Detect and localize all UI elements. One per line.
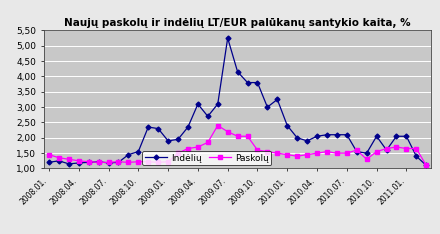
Indėlių <box>225 37 230 40</box>
Paskolų <box>354 149 359 151</box>
Paskolų <box>86 160 92 163</box>
Paskolų <box>265 150 270 153</box>
Indėlių <box>394 135 399 138</box>
Paskolų <box>225 130 230 133</box>
Paskolų <box>96 161 101 164</box>
Paskolų <box>344 152 349 154</box>
Paskolų <box>136 160 141 163</box>
Indėlių <box>215 103 220 106</box>
Paskolų <box>334 152 340 154</box>
Legend: Indėlių, Paskolų: Indėlių, Paskolų <box>142 151 271 165</box>
Paskolų <box>215 124 220 127</box>
Indėlių <box>96 160 101 163</box>
Paskolų <box>404 147 409 150</box>
Paskolų <box>205 141 210 144</box>
Paskolų <box>185 147 191 150</box>
Indėlių <box>165 139 171 142</box>
Indėlių <box>136 150 141 153</box>
Line: Paskolų: Paskolų <box>47 124 428 167</box>
Paskolų <box>384 147 389 150</box>
Indėlių <box>294 136 300 139</box>
Indėlių <box>66 162 71 165</box>
Indėlių <box>46 161 51 164</box>
Indėlių <box>275 98 280 101</box>
Paskolų <box>285 153 290 156</box>
Paskolų <box>294 155 300 158</box>
Paskolų <box>315 152 320 154</box>
Paskolų <box>195 146 201 148</box>
Indėlių <box>116 161 121 164</box>
Paskolų <box>56 156 62 159</box>
Paskolų <box>364 158 369 161</box>
Paskolų <box>324 150 330 153</box>
Paskolų <box>394 146 399 148</box>
Indėlių <box>56 159 62 162</box>
Indėlių <box>324 133 330 136</box>
Indėlių <box>205 115 210 118</box>
Indėlių <box>315 135 320 138</box>
Paskolų <box>126 161 131 164</box>
Indėlių <box>255 81 260 84</box>
Indėlių <box>245 81 250 84</box>
Indėlių <box>354 150 359 153</box>
Paskolų <box>66 158 71 161</box>
Line: Indėlių: Indėlių <box>47 36 428 167</box>
Paskolų <box>76 159 81 162</box>
Paskolų <box>414 147 419 150</box>
Title: Naujų paskolų ir indėlių LT/EUR palūkanų santykio kaita, %: Naujų paskolų ir indėlių LT/EUR palūkanų… <box>64 18 411 28</box>
Indėlių <box>146 126 151 128</box>
Paskolų <box>245 135 250 138</box>
Paskolų <box>116 160 121 163</box>
Paskolų <box>424 164 429 167</box>
Indėlių <box>126 153 131 156</box>
Paskolų <box>235 135 240 138</box>
Indėlių <box>235 70 240 73</box>
Indėlių <box>76 161 81 164</box>
Indėlių <box>384 149 389 151</box>
Paskolų <box>304 153 310 156</box>
Indėlių <box>106 161 111 164</box>
Indėlių <box>304 139 310 142</box>
Paskolų <box>155 161 161 164</box>
Indėlių <box>424 164 429 167</box>
Indėlių <box>185 126 191 128</box>
Indėlių <box>364 152 369 154</box>
Paskolų <box>275 152 280 154</box>
Indėlių <box>86 161 92 164</box>
Indėlių <box>374 135 379 138</box>
Indėlių <box>176 138 181 141</box>
Paskolų <box>255 149 260 151</box>
Indėlių <box>334 133 340 136</box>
Paskolų <box>374 150 379 153</box>
Paskolų <box>106 161 111 164</box>
Paskolų <box>176 152 181 154</box>
Indėlių <box>404 135 409 138</box>
Indėlių <box>195 103 201 106</box>
Paskolų <box>165 160 171 163</box>
Indėlių <box>285 124 290 127</box>
Indėlių <box>414 155 419 158</box>
Paskolų <box>146 160 151 163</box>
Indėlių <box>265 106 270 109</box>
Indėlių <box>155 127 161 130</box>
Paskolų <box>46 153 51 156</box>
Indėlių <box>344 133 349 136</box>
